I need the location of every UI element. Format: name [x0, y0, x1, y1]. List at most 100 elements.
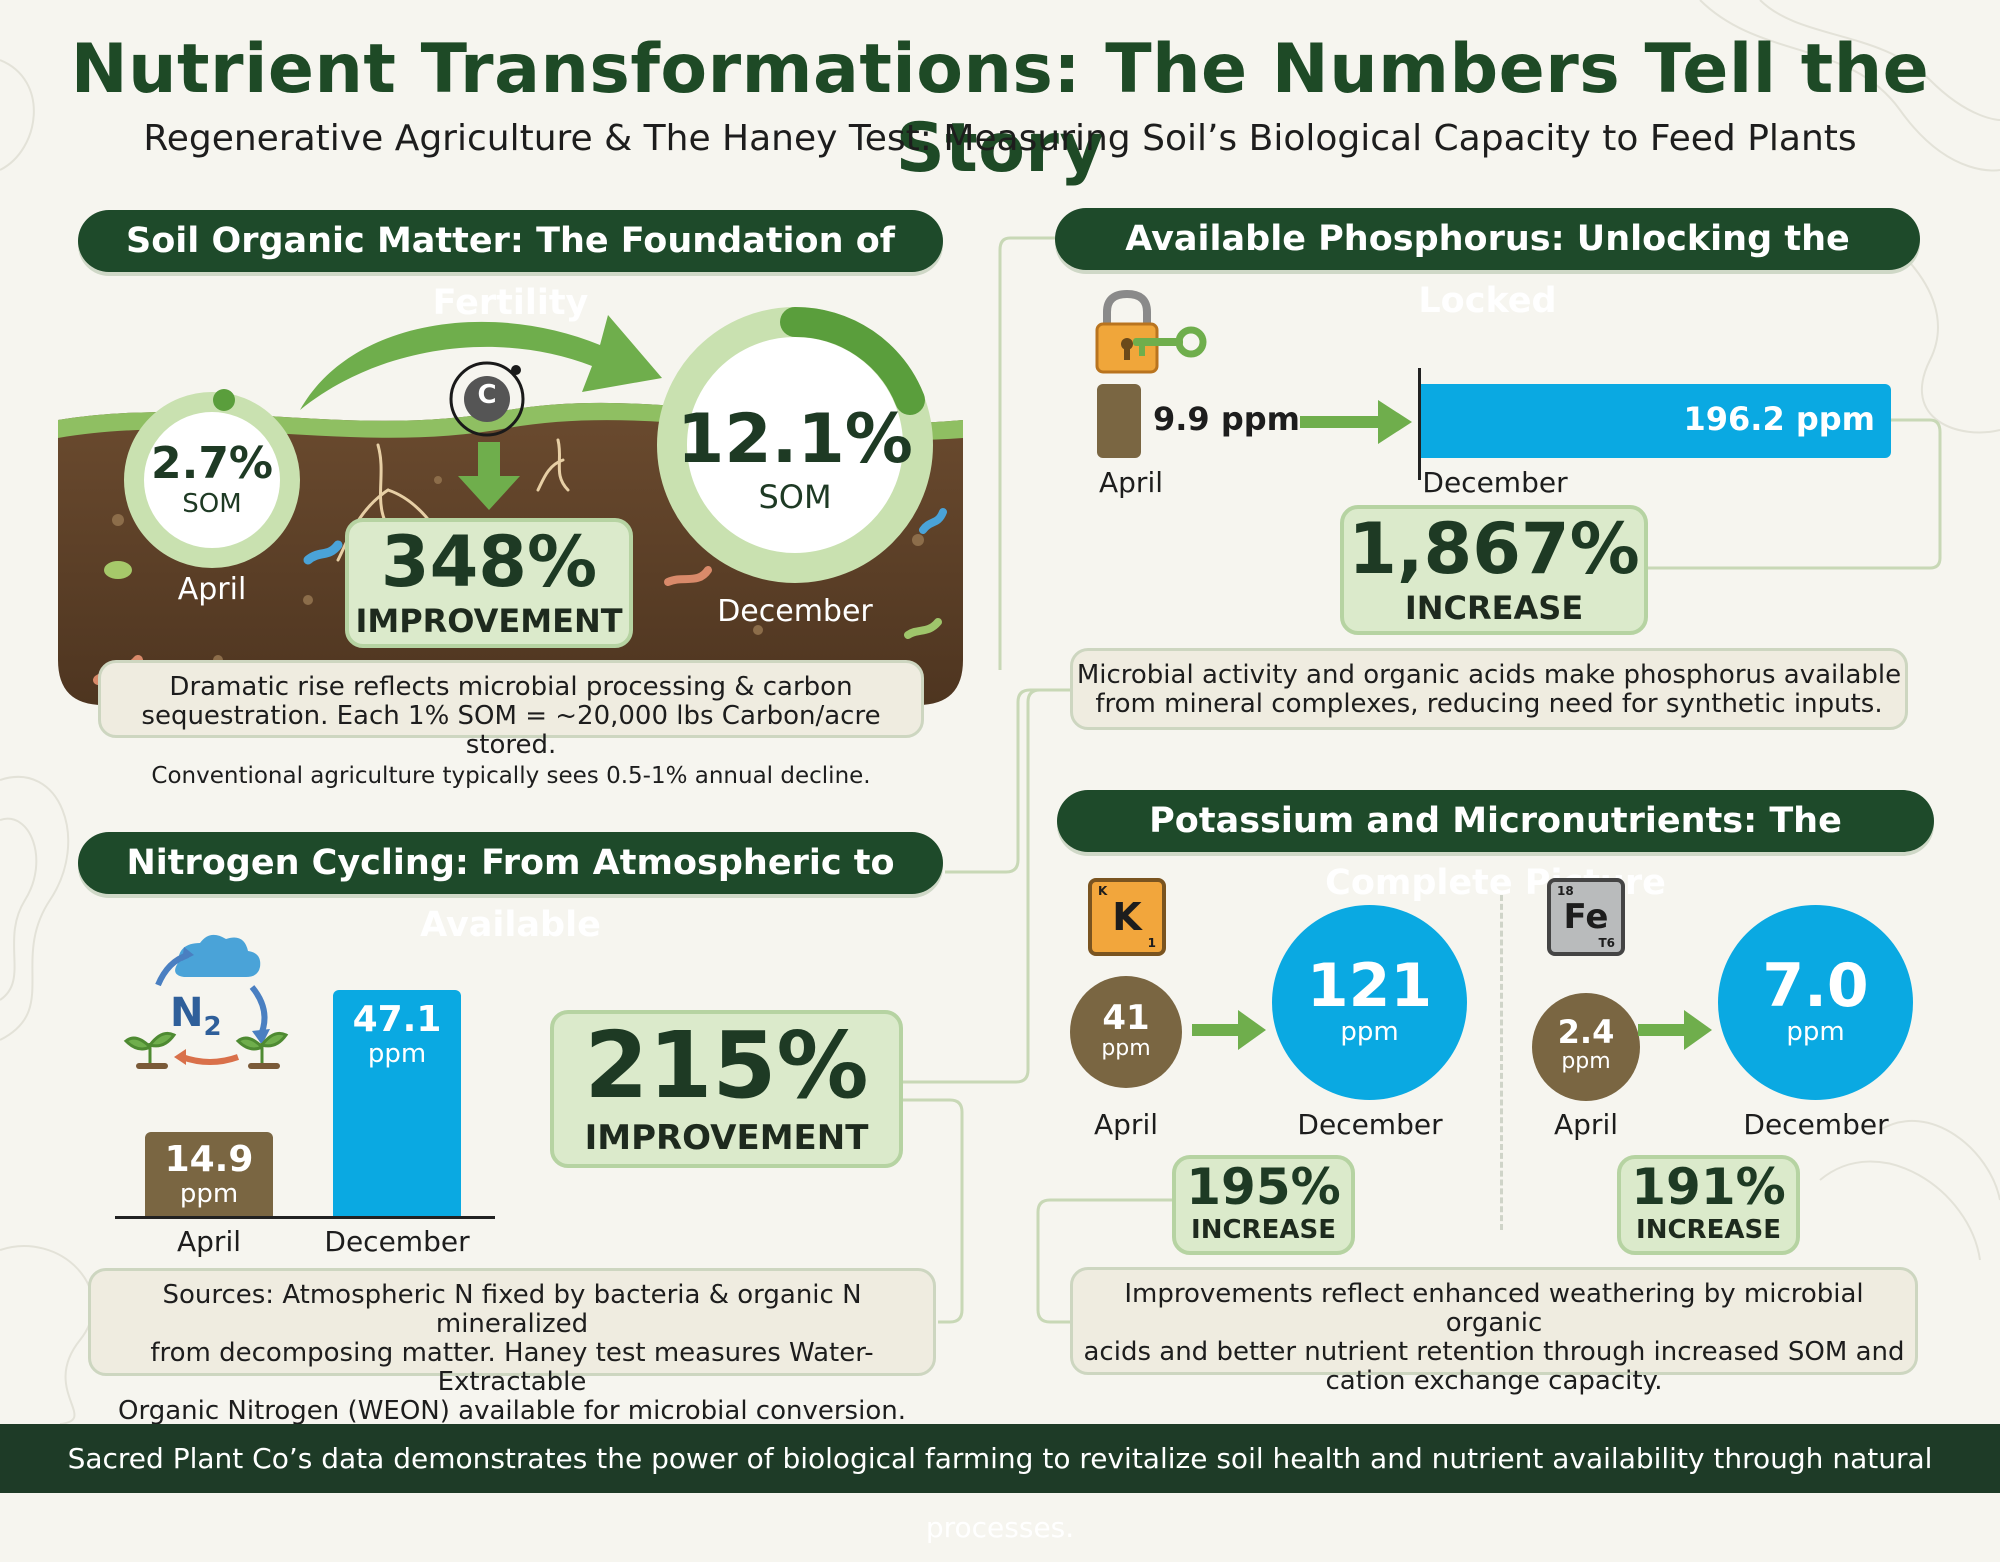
potassium-heading: Potassium and Micronutrients: The Comple…	[1057, 790, 1934, 903]
phosphorus-december-value: 196.2 ppm	[1683, 400, 1875, 438]
phosphorus-chart: 9.9 ppm 196.2 ppm	[1095, 368, 1895, 480]
som-april-unit: SOM	[182, 489, 242, 519]
som-december-label: December	[717, 594, 873, 629]
nitrogen-molecule: N2	[170, 990, 222, 1042]
conventional-note: Conventional agriculture typically sees …	[151, 763, 871, 789]
phosphorus-note-line2: from mineral complexes, reducing need fo…	[1095, 689, 1883, 719]
potassium-april-unit: ppm	[1101, 1036, 1151, 1061]
som-april-value: 2.7%	[150, 438, 274, 489]
potassium-tile-number: 1	[1147, 936, 1156, 950]
potassium-april-circle: 41 ppm	[1070, 976, 1182, 1088]
potassium-december-unit: ppm	[1340, 1017, 1399, 1047]
potassium-increase-value: 195%	[1186, 1158, 1341, 1216]
phosphorus-increase-value: 1,867%	[1348, 508, 1640, 590]
potassium-element-tile: K K 1	[1088, 878, 1166, 956]
iron-december-unit: ppm	[1786, 1017, 1845, 1047]
footer-banner: Sacred Plant Co’s data demonstrates the …	[0, 1424, 2000, 1544]
nitrogen-april-bar: 14.9 ppm	[145, 1132, 273, 1216]
som-improvement-value: 348%	[380, 521, 598, 603]
potassium-tile-small: K	[1098, 884, 1108, 898]
nitrogen-april-value: 14.9	[164, 1139, 254, 1180]
phosphorus-note-box: Microbial activity and organic acids mak…	[1070, 648, 1908, 730]
iron-increase-label: INCREASE	[1636, 1215, 1781, 1245]
transfer-arrow-icon	[300, 315, 662, 410]
nitrogen-note-line2: from decomposing matter. Haney test meas…	[150, 1338, 874, 1397]
som-note-box: Dramatic rise reflects microbial process…	[98, 660, 924, 760]
potassium-note-line1: Improvements reflect enhanced weathering…	[1124, 1279, 1864, 1338]
nitrogen-note-line3: Organic Nitrogen (WEON) available for mi…	[118, 1396, 906, 1426]
iron-increase-box: 191% INCREASE	[1617, 1155, 1800, 1255]
iron-december-circle: 7.0 ppm	[1718, 905, 1913, 1100]
phosphorus-april-bar	[1097, 384, 1141, 458]
nitrogen-chart: 14.9 ppm 47.1 ppm	[115, 920, 495, 1225]
phosphorus-december-label: December	[1422, 466, 1568, 499]
som-ring-marker	[213, 389, 235, 411]
phosphorus-april-value: 9.9 ppm	[1153, 400, 1300, 438]
nitrogen-molecule-symbol: N	[170, 990, 204, 1036]
iron-april-value: 2.4	[1557, 1013, 1615, 1051]
phosphorus-increase-box: 1,867% INCREASE	[1340, 505, 1648, 635]
down-arrow-icon	[458, 442, 520, 510]
potassium-december-label: December	[1297, 1108, 1443, 1141]
potassium-april-value: 41	[1102, 998, 1150, 1038]
som-april-label: April	[177, 572, 247, 607]
potassium-arrow-icon	[1192, 1010, 1266, 1050]
carbon-symbol: C	[477, 380, 497, 410]
som-note-line2: sequestration. Each 1% SOM = ~20,000 lbs…	[141, 701, 881, 760]
som-april-ring: 2.7% SOM	[124, 392, 300, 568]
phosphorus-increase-label: INCREASE	[1404, 589, 1584, 627]
som-improvement-box: 348% IMPROVEMENT	[345, 518, 633, 648]
nitrogen-december-unit: ppm	[367, 1039, 427, 1069]
som-heading: Soil Organic Matter: The Foundation of F…	[78, 210, 943, 323]
iron-april-label: April	[1554, 1108, 1618, 1141]
potassium-tile-symbol: K	[1112, 895, 1142, 939]
phosphorus-axis-line	[1418, 368, 1421, 480]
som-note-line1: Dramatic rise reflects microbial process…	[169, 672, 853, 702]
potassium-divider	[1500, 895, 1503, 1230]
som-december-progress	[657, 306, 933, 583]
nitrogen-improvement-label: IMPROVEMENT	[584, 1118, 869, 1158]
phosphorus-april-label: April	[1099, 466, 1163, 499]
iron-april-circle: 2.4 ppm	[1532, 993, 1640, 1101]
potassium-note-box: Improvements reflect enhanced weathering…	[1070, 1267, 1918, 1396]
iron-tile-symbol: Fe	[1563, 897, 1609, 937]
connector-lines	[900, 236, 1942, 1324]
som-december-unit: SOM	[758, 478, 832, 516]
iron-increase-value: 191%	[1631, 1158, 1786, 1216]
nitrogen-december-bar: 47.1 ppm	[333, 990, 461, 1216]
iron-arrow-icon	[1638, 1010, 1712, 1050]
nitrogen-april-label: April	[177, 1225, 241, 1258]
lock-key-icon	[1095, 290, 1207, 374]
nitrogen-improvement-value: 215%	[584, 1012, 869, 1119]
potassium-december-circle: 121 ppm	[1272, 905, 1467, 1100]
nitrogen-december-label: December	[324, 1225, 470, 1258]
phosphorus-december-bar: 196.2 ppm	[1421, 384, 1891, 458]
iron-tile-number: T6	[1598, 936, 1615, 950]
som-december-value: 12.1%	[677, 400, 913, 479]
page-subtitle: Regenerative Agriculture & The Haney Tes…	[143, 118, 1857, 159]
potassium-note-line3: cation exchange capacity.	[1325, 1366, 1663, 1396]
nitrogen-april-unit: ppm	[179, 1179, 239, 1209]
iron-december-value: 7.0	[1762, 951, 1869, 1021]
iron-december-label: December	[1743, 1108, 1889, 1141]
nitrogen-heading: Nitrogen Cycling: From Atmospheric to Av…	[78, 832, 943, 945]
phosphorus-note-line1: Microbial activity and organic acids mak…	[1076, 660, 1902, 690]
nitrogen-molecule-sub: 2	[203, 1012, 222, 1042]
potassium-increase-box: 195% INCREASE	[1172, 1155, 1355, 1255]
nitrogen-note-box: Sources: Atmospheric N fixed by bacteria…	[88, 1268, 936, 1426]
potassium-december-value: 121	[1306, 951, 1433, 1021]
page-title: Nutrient Transformations: The Numbers Te…	[70, 30, 1930, 188]
potassium-increase-label: INCREASE	[1191, 1215, 1336, 1245]
nitrogen-baseline	[115, 1216, 495, 1219]
iron-tile-small: 18	[1557, 884, 1574, 898]
potassium-note-line2: acids and better nutrient retention thro…	[1083, 1337, 1905, 1367]
nitrogen-cycle-icon	[123, 934, 289, 1069]
iron-element-tile: 18 Fe T6	[1547, 878, 1625, 956]
phosphorus-heading: Available Phosphorus: Unlocking the Lock…	[1055, 208, 1920, 321]
nitrogen-note-line1: Sources: Atmospheric N fixed by bacteria…	[162, 1280, 862, 1339]
som-improvement-label: IMPROVEMENT	[355, 602, 623, 640]
iron-april-unit: ppm	[1561, 1049, 1611, 1074]
nitrogen-december-value: 47.1	[352, 999, 442, 1040]
carbon-atom-icon	[449, 361, 525, 437]
phosphorus-arrow-icon	[1300, 400, 1412, 444]
